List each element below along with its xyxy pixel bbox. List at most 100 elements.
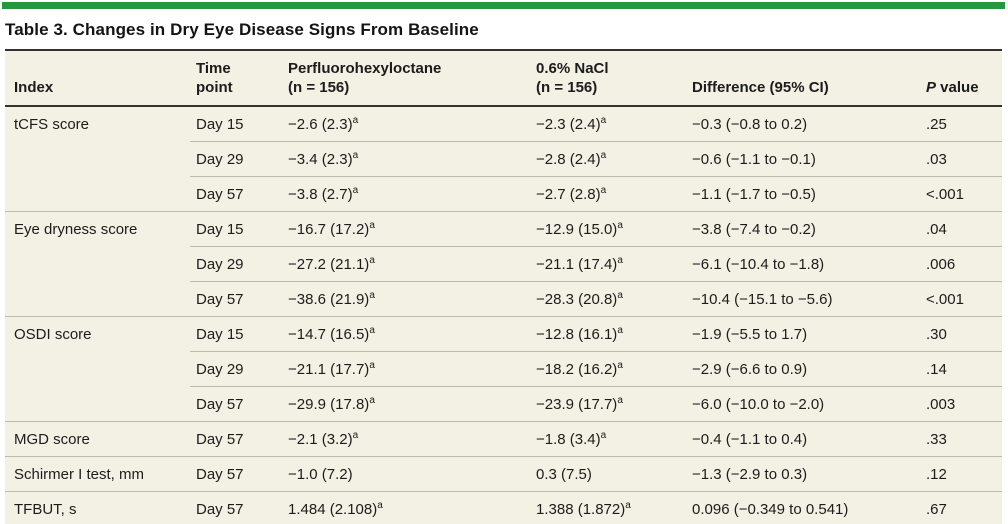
header-p-rest: value: [936, 79, 979, 96]
pfho-value: −2.1 (3.2): [288, 431, 353, 448]
header-time-line1: Time: [196, 60, 231, 77]
pfho-value: 1.484 (2.108): [288, 501, 378, 518]
index-cell: OSDI score: [5, 316, 190, 352]
table-body: tCFS score Day 15 −2.6 (2.3)a −2.3 (2.4)…: [5, 106, 1002, 524]
nacl-value: −2.3 (2.4): [536, 116, 601, 133]
nacl-value-cell: −23.9 (17.7)a: [530, 386, 686, 422]
footnote-marker: a: [369, 220, 375, 231]
index-cell: [5, 352, 190, 387]
pfho-value-cell: 1.484 (2.108)a: [282, 491, 530, 524]
pfho-value-cell: −14.7 (16.5)a: [282, 316, 530, 352]
header-nacl-line2: (n = 156): [536, 79, 598, 96]
nacl-value: 1.388 (1.872): [536, 501, 626, 518]
difference-cell: −6.0 (−10.0 to −2.0): [686, 386, 920, 422]
p-value-cell: .003: [920, 386, 1002, 422]
pfho-value: −27.2 (21.1): [288, 256, 370, 273]
header-index: Index: [5, 51, 190, 107]
nacl-value: 0.3 (7.5): [536, 466, 592, 483]
index-cell: TFBUT, s: [5, 491, 190, 524]
footnote-marker: a: [369, 325, 375, 336]
time-point-cell: Day 15: [196, 116, 244, 133]
footnote-marker: a: [369, 395, 375, 406]
p-value-cell: .04: [920, 211, 1002, 247]
index-cell: [5, 387, 190, 422]
difference-cell: −6.1 (−10.4 to −1.8): [686, 246, 920, 282]
p-value-cell: .03: [920, 141, 1002, 177]
dry-eye-signs-table: Index Time point Perfluorohexyloctane (n…: [5, 51, 1002, 524]
pfho-value: −2.6 (2.3): [288, 116, 353, 133]
table-row: MGD score Day 57 −2.1 (3.2)a −1.8 (3.4)a…: [5, 421, 1002, 457]
nacl-value-cell: −2.8 (2.4)a: [530, 141, 686, 177]
nacl-value-cell: −12.8 (16.1)a: [530, 316, 686, 352]
difference-cell: −1.9 (−5.5 to 1.7): [686, 316, 920, 352]
footnote-marker: a: [617, 395, 623, 406]
header-time-line2: point: [196, 79, 233, 96]
pfho-value-cell: −16.7 (17.2)a: [282, 211, 530, 247]
footnote-marker: a: [617, 360, 623, 371]
pfho-value: −29.9 (17.8): [288, 396, 370, 413]
accent-bar: [2, 2, 1005, 9]
time-point-cell: Day 15: [190, 316, 282, 352]
p-value-cell: <.001: [920, 281, 1002, 317]
time-point-cell: Day 57: [190, 176, 282, 212]
index-cell: [5, 177, 190, 212]
header-pfho-line1: Perfluorohexyloctane: [288, 60, 442, 77]
table-row: OSDI score Day 15 −14.7 (16.5)a −12.8 (1…: [5, 316, 1002, 352]
footnote-marker: a: [352, 115, 359, 126]
difference-cell: −1.3 (−2.9 to 0.3): [686, 456, 920, 492]
p-value-cell: .006: [920, 246, 1002, 282]
pfho-value-cell: −27.2 (21.1)a: [282, 246, 530, 282]
nacl-value-cell: −2.7 (2.8)a: [530, 176, 686, 212]
pfho-value-cell: −29.9 (17.8)a: [282, 386, 530, 422]
pfho-value: −3.4 (2.3): [288, 151, 353, 168]
index-cell: [5, 142, 190, 177]
header-p-italic: P: [926, 79, 937, 96]
nacl-value-cell: −18.2 (16.2)a: [530, 351, 686, 387]
time-point-cell: Day 57: [190, 456, 282, 492]
p-value-cell: .14: [920, 351, 1002, 387]
table-row: Schirmer I test, mm Day 57 −1.0 (7.2) 0.…: [5, 456, 1002, 492]
difference-cell: −1.1 (−1.7 to −0.5): [686, 176, 920, 212]
header-difference: Difference (95% CI): [686, 51, 920, 107]
nacl-value-cell: −21.1 (17.4)a: [530, 246, 686, 282]
nacl-value: −28.3 (20.8): [536, 291, 618, 308]
difference-cell: −2.9 (−6.6 to 0.9): [686, 351, 920, 387]
nacl-value-cell: −2.3 (2.4)a: [530, 106, 686, 142]
pfho-value-cell: −2.1 (3.2)a: [282, 421, 530, 457]
nacl-value: −12.8 (16.1): [536, 326, 618, 343]
footnote-marker: a: [377, 500, 383, 511]
header-row: Index Time point Perfluorohexyloctane (n…: [5, 51, 1002, 107]
table-container: Index Time point Perfluorohexyloctane (n…: [5, 49, 1002, 524]
pfho-value: −16.7 (17.2): [288, 221, 370, 238]
pfho-value-cell: −21.1 (17.7)a: [282, 351, 530, 387]
pfho-value: −14.7 (16.5): [288, 326, 370, 343]
footnote-marker: a: [369, 255, 375, 266]
header-perfluorohexyloctane: Perfluorohexyloctane (n = 156): [282, 51, 530, 107]
footnote-marker: a: [352, 150, 359, 161]
nacl-value-cell: −1.8 (3.4)a: [530, 421, 686, 457]
nacl-value: −2.8 (2.4): [536, 151, 601, 168]
pfho-value: −1.0 (7.2): [288, 466, 353, 483]
footnote-marker: a: [617, 290, 623, 301]
p-value-cell: .12: [920, 456, 1002, 492]
time-point-cell: Day 29: [190, 141, 282, 177]
difference-cell: −0.4 (−1.1 to 0.4): [686, 421, 920, 457]
footnote-marker: a: [600, 430, 607, 441]
index-cell: [5, 282, 190, 317]
time-point-cell: Day 57: [190, 421, 282, 457]
pfho-value-cell: −1.0 (7.2): [282, 456, 530, 492]
footnote-marker: a: [625, 500, 631, 511]
pfho-value-cell: −3.8 (2.7)a: [282, 176, 530, 212]
index-cell: Eye dryness score: [5, 211, 190, 247]
table-row: Day 57 −29.9 (17.8)a −23.9 (17.7)a −6.0 …: [5, 386, 1002, 422]
nacl-value: −2.7 (2.8): [536, 186, 601, 203]
footnote-marker: a: [369, 290, 375, 301]
nacl-value-cell: −28.3 (20.8)a: [530, 281, 686, 317]
difference-cell: 0.096 (−0.349 to 0.541): [686, 491, 920, 524]
header-p-value: P value: [920, 51, 1002, 107]
pfho-value: −3.8 (2.7): [288, 186, 353, 203]
table-row: Day 57 −38.6 (21.9)a −28.3 (20.8)a −10.4…: [5, 281, 1002, 317]
index-cell: tCFS score: [14, 116, 90, 133]
nacl-value: −12.9 (15.0): [536, 221, 618, 238]
time-point-cell: Day 57: [190, 491, 282, 524]
